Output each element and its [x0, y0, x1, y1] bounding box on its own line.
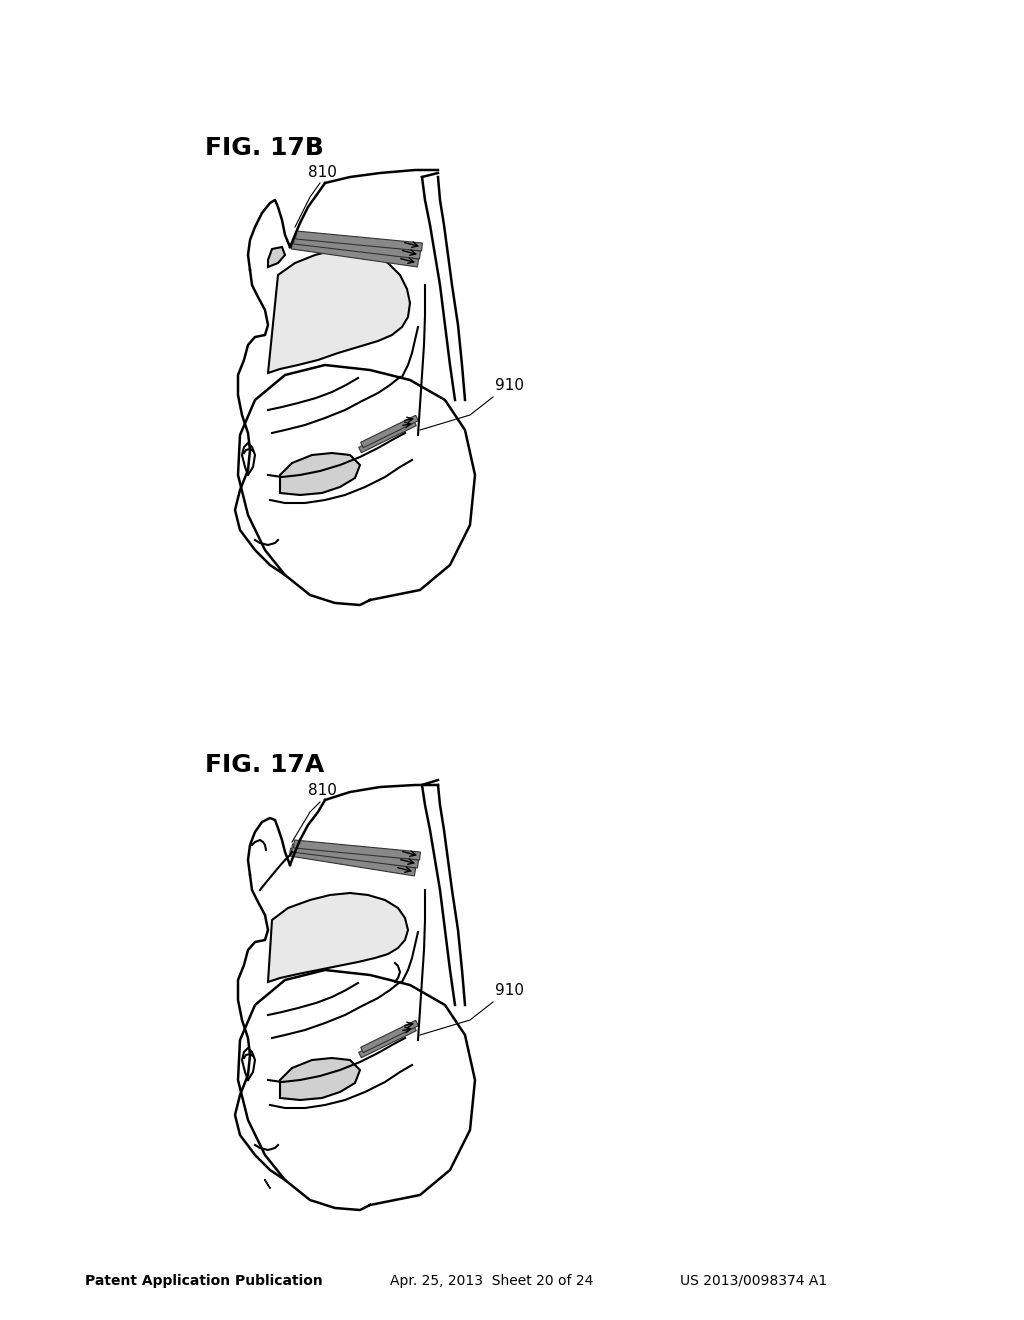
Polygon shape: [358, 420, 417, 453]
Polygon shape: [290, 847, 416, 876]
Polygon shape: [292, 843, 419, 869]
Text: 910: 910: [495, 983, 524, 998]
Text: Patent Application Publication: Patent Application Publication: [85, 1274, 323, 1288]
Polygon shape: [268, 247, 285, 267]
Polygon shape: [280, 1059, 360, 1100]
Polygon shape: [296, 231, 422, 251]
Polygon shape: [360, 1020, 419, 1052]
Polygon shape: [280, 453, 360, 495]
Text: US 2013/0098374 A1: US 2013/0098374 A1: [680, 1274, 827, 1288]
Text: 810: 810: [308, 165, 337, 180]
Polygon shape: [360, 416, 419, 447]
Text: FIG. 17A: FIG. 17A: [205, 752, 325, 777]
Text: 810: 810: [308, 783, 337, 799]
Text: Apr. 25, 2013  Sheet 20 of 24: Apr. 25, 2013 Sheet 20 of 24: [390, 1274, 593, 1288]
Polygon shape: [292, 242, 419, 267]
Polygon shape: [268, 894, 408, 982]
Polygon shape: [294, 236, 421, 259]
Polygon shape: [268, 249, 410, 374]
Text: 910: 910: [495, 378, 524, 393]
Polygon shape: [294, 840, 421, 861]
Text: FIG. 17B: FIG. 17B: [205, 136, 324, 160]
Polygon shape: [358, 1026, 417, 1057]
